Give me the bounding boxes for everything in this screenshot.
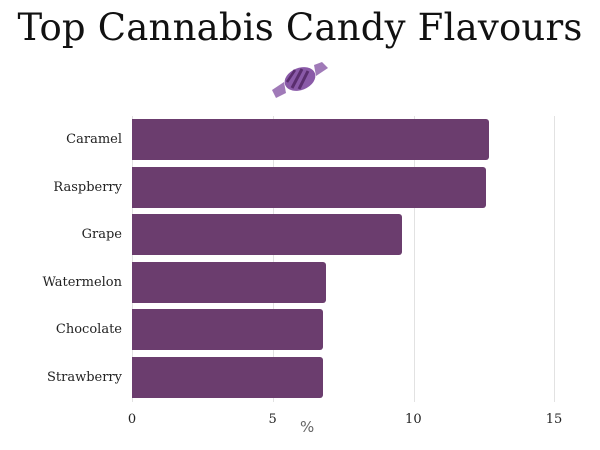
x-tick-15: 15	[545, 412, 563, 427]
y-label-grape: Grape	[81, 227, 122, 243]
gridline-5	[273, 116, 274, 402]
bar-raspberry	[132, 166, 487, 208]
bar-watermelon	[132, 261, 327, 303]
x-tick-0: 0	[127, 412, 137, 427]
x-tick-10: 10	[405, 412, 422, 427]
bar-chocolate	[132, 309, 324, 351]
bar-grape	[132, 214, 403, 256]
chart-title: Top Cannabis Candy Flavours	[17, 6, 583, 49]
gridline-10	[414, 116, 415, 402]
y-label-caramel: Caramel	[66, 132, 122, 147]
y-label-strawberry: Strawberry	[46, 370, 122, 385]
gridline-15	[554, 116, 555, 402]
plot-area	[132, 116, 555, 402]
x-tick-5: 5	[268, 412, 277, 427]
y-label-raspberry: Raspberry	[53, 179, 122, 195]
y-label-chocolate: Chocolate	[55, 322, 122, 338]
bar-caramel	[132, 119, 490, 160]
x-axis-label: %	[300, 418, 315, 436]
bar-strawberry	[132, 357, 324, 398]
y-label-watermelon: Watermelon	[42, 274, 123, 290]
candy-icon	[272, 62, 328, 98]
gridline-0	[132, 116, 133, 402]
